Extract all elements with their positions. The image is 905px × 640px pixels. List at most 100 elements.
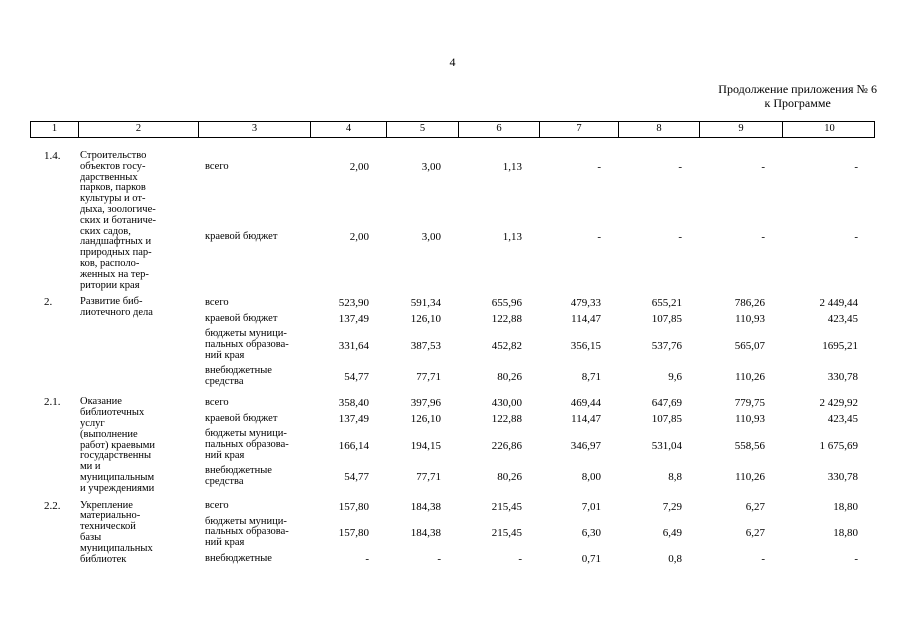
value-cell: 184,38 (410, 526, 441, 539)
value-cell: 194,15 (410, 439, 441, 452)
value-cell: 655,21 (651, 297, 682, 310)
value-cell: - (518, 552, 522, 565)
row-subrows: всего 2,00 3,00 1,13 - - - - краевой бюджет 2,00 3… (198, 151, 875, 247)
funding-source-cell: краевой бюджет (205, 230, 278, 242)
value-cell: 779,75 (734, 397, 765, 410)
value-cell: 346,97 (570, 439, 601, 452)
value-cell: 6,30 (581, 526, 601, 539)
value-cell: - (854, 161, 858, 173)
value-cell: 591,34 (410, 297, 441, 310)
row-number-cell: 2.2. (44, 499, 61, 512)
value-cell: 107,85 (651, 413, 682, 426)
value-cell: 215,45 (491, 500, 522, 513)
value-cell: 226,86 (491, 439, 522, 452)
value-cell: 77,71 (416, 470, 441, 483)
value-cell: 215,45 (491, 526, 522, 539)
funding-subrow: всего 358,40 397,96 430,00 469,44 647,69 779,7… (198, 397, 875, 409)
value-cell: 1 675,69 (819, 439, 859, 452)
value-cell: 110,93 (735, 313, 765, 326)
value-cell: 137,49 (338, 313, 369, 326)
value-cell: - (365, 552, 369, 565)
value-cell: 786,26 (734, 297, 765, 310)
value-cell: 397,96 (410, 397, 441, 410)
value-cell: 0,71 (581, 552, 601, 565)
value-cell: - (597, 231, 601, 243)
funding-source-cell: бюджеты муници- пальных образова- ний кр… (205, 515, 289, 549)
value-cell: 423,45 (827, 413, 858, 426)
value-cell: 7,01 (581, 500, 601, 513)
funding-subrow: бюджеты муници- пальных образова- ний кр… (198, 515, 875, 549)
value-cell: 423,45 (827, 313, 858, 326)
value-cell: 3,00 (421, 161, 441, 173)
value-cell: 358,40 (338, 397, 369, 410)
funding-subrow: краевой бюджет 137,49 126,10 122,88 114,47 10… (198, 413, 875, 425)
value-cell: 330,78 (827, 370, 858, 383)
column-header-8: 8 (619, 122, 700, 137)
value-cell: 126,10 (410, 313, 441, 326)
value-cell: 114,47 (571, 413, 601, 426)
value-cell: 356,15 (570, 339, 601, 352)
value-cell: 565,07 (734, 339, 765, 352)
value-cell: 2,00 (349, 161, 369, 173)
value-cell: 80,26 (497, 470, 522, 483)
funding-source-cell: всего (205, 160, 229, 172)
value-cell: - (761, 161, 765, 173)
value-cell: 6,49 (662, 526, 682, 539)
row-name-cell: Укрепление материально- технической базы… (80, 499, 153, 565)
value-cell: 157,80 (338, 500, 369, 513)
column-header-2: 2 (79, 122, 199, 137)
program-table: 1 2 3 4 5 6 7 8 9 10 1.4. Строительство объектов г… (30, 121, 875, 569)
funding-source-cell: бюджеты муници- пальных образова- ний кр… (205, 428, 289, 461)
table-row: 2.2. Укрепление материально- технической … (30, 499, 875, 569)
funding-source-cell: краевой бюджет (205, 412, 278, 424)
value-cell: - (437, 552, 441, 565)
row-name-cell: Оказание библиотечных услуг (выполнение … (80, 396, 156, 494)
value-cell: 126,10 (410, 413, 441, 426)
column-header-3: 3 (199, 122, 311, 137)
table-row: 2.1. Оказание библиотечных услуг (выполне… (30, 396, 875, 494)
value-cell: 8,8 (668, 470, 682, 483)
value-cell: 54,77 (344, 470, 369, 483)
funding-subrow: всего 523,90 591,34 655,96 479,33 655,21 786,2… (198, 297, 875, 309)
value-cell: 107,85 (651, 313, 682, 326)
value-cell: 0,8 (668, 552, 682, 565)
column-header-9: 9 (700, 122, 783, 137)
column-header-10: 10 (824, 123, 835, 134)
value-cell: 655,96 (491, 297, 522, 310)
funding-subrow: бюджеты муници- пальных образова- ний кр… (198, 428, 875, 461)
value-cell: 77,71 (416, 370, 441, 383)
value-cell: 184,38 (410, 500, 441, 513)
value-cell: - (678, 161, 682, 173)
value-cell: 558,56 (734, 439, 765, 452)
table-header-row: 1 2 3 4 5 6 7 8 9 10 (30, 121, 875, 138)
funding-source-cell: всего (205, 296, 229, 308)
funding-source-cell: краевой бюджет (205, 312, 278, 324)
funding-source-cell: внебюджетные (205, 552, 272, 564)
value-cell: 523,90 (338, 297, 369, 310)
value-cell: 430,00 (491, 397, 522, 410)
funding-source-cell: всего (205, 500, 229, 512)
value-cell: - (854, 552, 858, 565)
value-cell: 114,47 (571, 313, 601, 326)
value-cell: 387,53 (410, 339, 441, 352)
value-cell: 647,69 (651, 397, 682, 410)
column-header-7: 7 (540, 122, 619, 137)
row-number-cell: 2.1. (44, 396, 61, 409)
value-cell: 2 429,92 (819, 397, 859, 410)
row-name-cell: Развитие биб- лиотечного дела (80, 296, 153, 319)
column-header-5: 5 (387, 122, 459, 137)
value-cell: 9,6 (668, 370, 682, 383)
value-cell: 18,80 (833, 526, 858, 539)
funding-subrow: бюджеты муници- пальных образова- ний кр… (198, 328, 875, 361)
value-cell: 330,78 (827, 470, 858, 483)
funding-subrow: всего 2,00 3,00 1,13 - - - - (198, 161, 875, 173)
table-body: 1.4. Строительство объектов госу- дарстве… (30, 150, 875, 569)
value-cell: 8,71 (581, 370, 601, 383)
value-cell: 54,77 (344, 370, 369, 383)
funding-subrow: внебюджетные - - - 0,71 0,8 - - (198, 553, 875, 565)
row-subrows: всего 358,40 397,96 430,00 469,44 647,69 779,7… (198, 397, 875, 491)
value-cell: 6,27 (745, 526, 765, 539)
funding-subrow: краевой бюджет 137,49 126,10 122,88 114,47 10… (198, 313, 875, 325)
value-cell: 2 449,44 (819, 297, 859, 310)
value-cell: - (678, 231, 682, 243)
